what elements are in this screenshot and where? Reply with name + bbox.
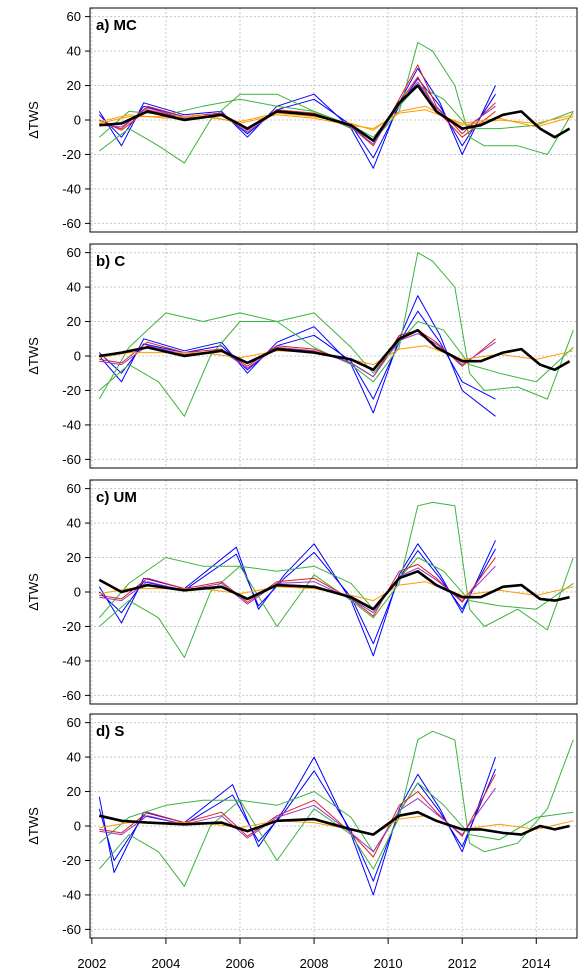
y-tick-label: 0 xyxy=(74,819,81,834)
y-tick-label: 0 xyxy=(74,349,81,364)
y-tick-label: 60 xyxy=(67,481,81,496)
y-tick-label: 60 xyxy=(67,245,81,260)
x-tick-label: 2006 xyxy=(226,956,255,971)
y-axis-label: ΔTWS xyxy=(26,337,41,375)
y-tick-label: -40 xyxy=(62,887,81,902)
series-line xyxy=(98,730,574,887)
y-tick-label: 0 xyxy=(74,113,81,128)
series-line xyxy=(98,756,496,896)
series-line xyxy=(98,782,574,853)
series-line xyxy=(98,295,496,417)
series-line-bold xyxy=(99,328,571,372)
y-tick-label: -20 xyxy=(62,383,81,398)
series-line xyxy=(99,787,496,853)
y-tick-label: 40 xyxy=(67,750,81,765)
series-line xyxy=(99,774,496,858)
x-tick-label: 2004 xyxy=(151,956,180,971)
y-tick-label: 20 xyxy=(67,78,81,93)
y-axis-label: ΔTWS xyxy=(26,807,41,845)
panel-title: b) C xyxy=(96,253,125,270)
y-axis-label: ΔTWS xyxy=(26,573,41,611)
y-tick-label: 40 xyxy=(67,44,81,59)
series-line xyxy=(99,329,496,378)
y-tick-label: -60 xyxy=(62,922,81,937)
y-tick-label: 0 xyxy=(74,585,81,600)
series-line xyxy=(99,64,496,147)
series-line xyxy=(98,67,496,169)
y-tick-label: 20 xyxy=(67,784,81,799)
series-line xyxy=(98,42,574,164)
series-line xyxy=(98,540,496,657)
x-tick-label: 2014 xyxy=(522,956,551,971)
series-group xyxy=(98,501,574,658)
y-tick-label: 20 xyxy=(67,550,81,565)
y-tick-label: -20 xyxy=(62,147,81,162)
series-line xyxy=(99,565,496,614)
series-group xyxy=(98,252,574,417)
panel-title: d) S xyxy=(96,723,124,740)
series-line xyxy=(98,501,574,658)
series-line-bold xyxy=(98,569,570,611)
y-axis-label: ΔTWS xyxy=(26,101,41,139)
panel-title: a) MC xyxy=(96,17,137,34)
y-tick-label: -20 xyxy=(62,853,81,868)
grid xyxy=(90,714,577,938)
y-tick-label: -40 xyxy=(62,653,81,668)
series-group xyxy=(98,42,574,169)
y-tick-label: -20 xyxy=(62,619,81,634)
series-line xyxy=(99,557,496,617)
y-tick-label: -60 xyxy=(62,452,81,467)
x-tick-label: 2012 xyxy=(448,956,477,971)
x-tick-label: 2002 xyxy=(77,956,106,971)
series-line xyxy=(98,312,574,400)
panel-title: c) UM xyxy=(96,489,137,506)
x-tick-label: 2010 xyxy=(374,956,403,971)
y-tick-label: -40 xyxy=(62,417,81,432)
y-tick-label: 20 xyxy=(67,314,81,329)
panel-2: 60 40 20 0 -20 -40 -60 ΔTWS b) C xyxy=(26,243,578,469)
y-tick-label: 60 xyxy=(67,9,81,24)
series-line xyxy=(98,768,496,882)
series-line xyxy=(98,252,574,417)
series-line xyxy=(98,548,496,645)
panel-3: 60 40 20 0 -20 -40 -60 ΔTWS c) UM xyxy=(26,479,578,705)
y-tick-label: -60 xyxy=(62,688,81,703)
series-line-bold xyxy=(99,84,571,142)
grid xyxy=(90,480,577,704)
panel-1: 60 40 20 0 -20 -40 -60 ΔTWS a) MC xyxy=(26,7,578,233)
series-line xyxy=(98,85,574,138)
y-tick-label: -60 xyxy=(62,216,81,231)
y-tick-label: 40 xyxy=(67,516,81,531)
y-tick-label: 40 xyxy=(67,280,81,295)
y-tick-label: 60 xyxy=(67,715,81,730)
series-line xyxy=(98,557,574,619)
y-tick-label: -40 xyxy=(62,181,81,196)
series-line xyxy=(98,310,496,400)
series-group xyxy=(98,730,574,896)
panel-4: 60 40 20 0 -20 -40 -60 ΔTWS d) S 2002 2004 2006 2008… xyxy=(26,713,578,971)
series-line-bold xyxy=(99,810,570,836)
x-tick-label: 2008 xyxy=(300,956,329,971)
